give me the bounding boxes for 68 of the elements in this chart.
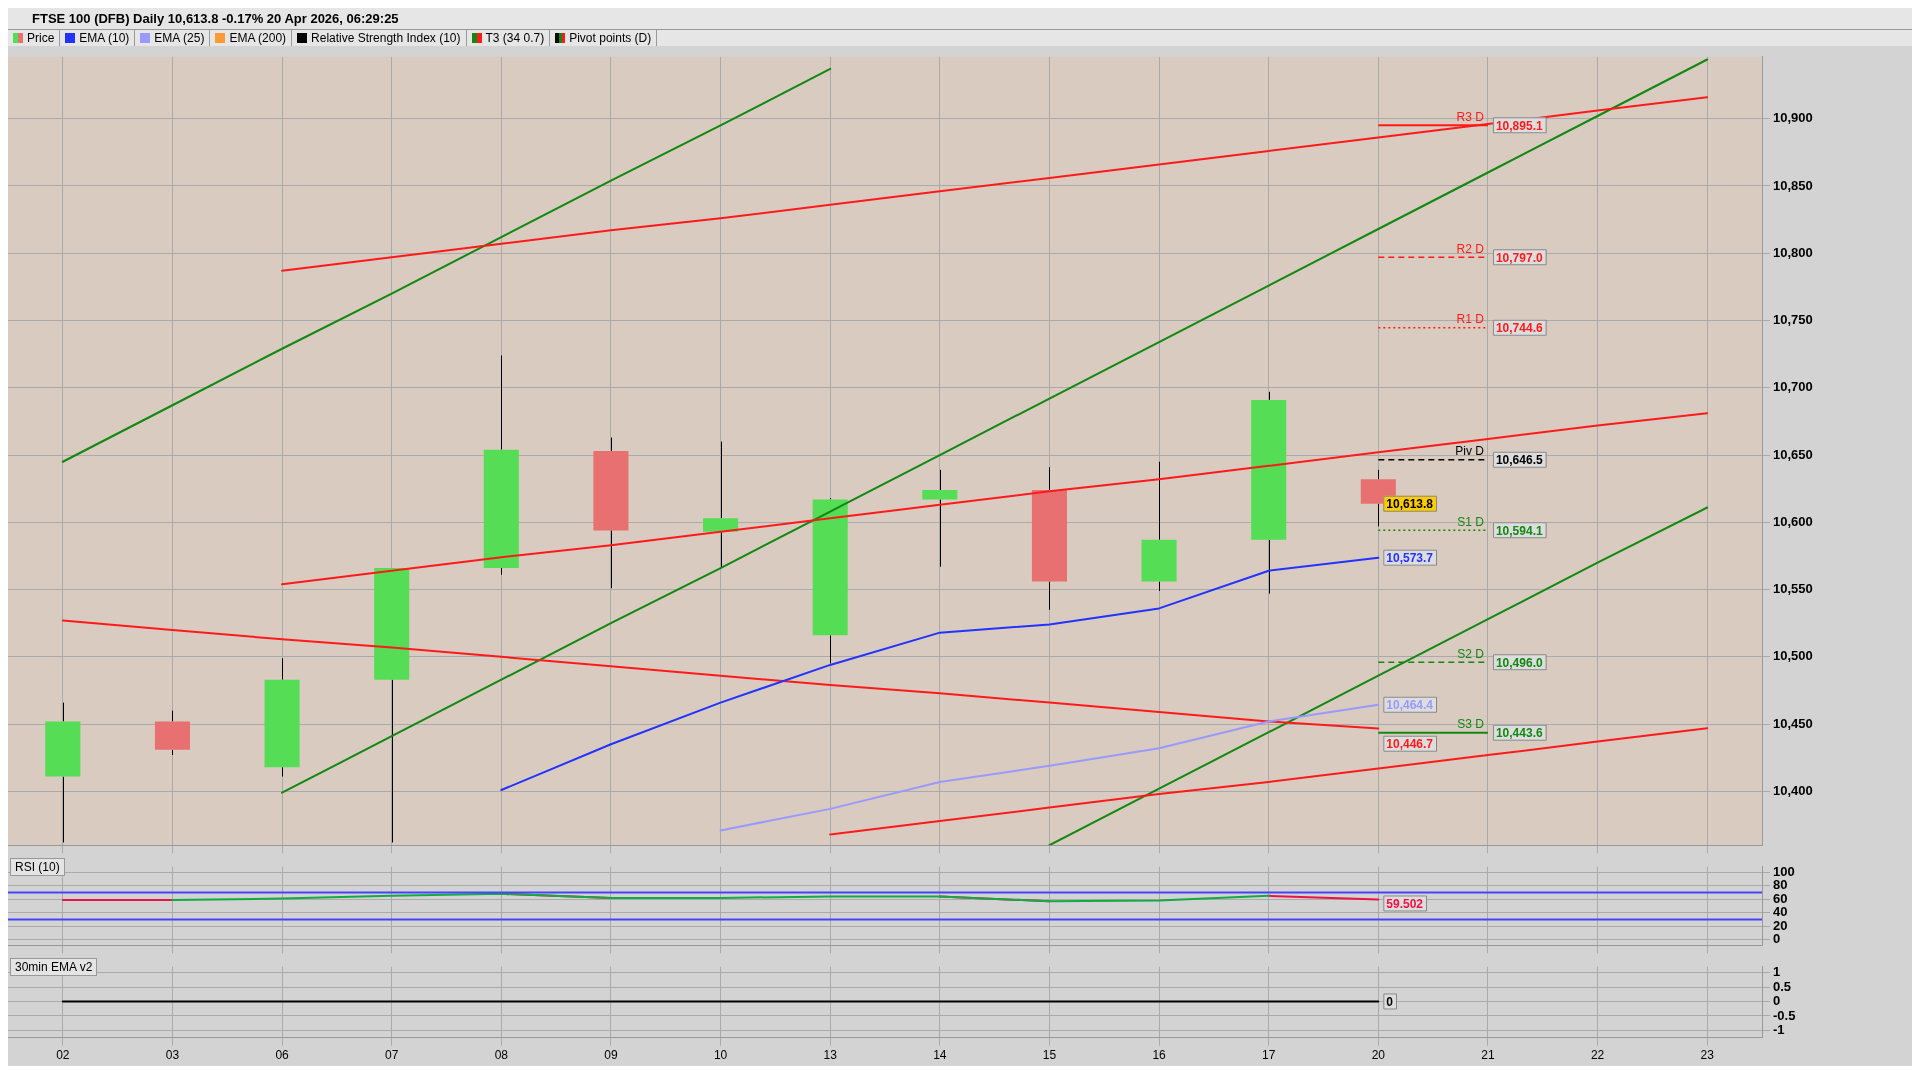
annotation: 10,594.1	[1495, 523, 1543, 538]
y-tick-label: 0	[1773, 931, 1781, 947]
annotation: 10,744.6	[1495, 321, 1543, 336]
y-tick-label: 0.5	[1773, 978, 1792, 994]
annotation: 10,895.1	[1495, 118, 1543, 133]
annotation: 0	[1386, 994, 1394, 1009]
y-tick-label: 10,800	[1773, 244, 1813, 260]
y-tick-label: 10,600	[1773, 513, 1813, 529]
chart-title: 30min EMA v2	[10, 958, 98, 976]
x-tick-label: 22	[1590, 1048, 1605, 1063]
x-tick-label: 09	[604, 1048, 618, 1063]
y-tick-label: 10,550	[1773, 581, 1813, 597]
y-tick-label: 40	[1773, 904, 1788, 920]
x-tick-label: 07	[385, 1048, 399, 1063]
annotation: 10,443.6	[1495, 726, 1543, 741]
y-tick-label: 80	[1773, 877, 1788, 893]
x-tick-label: 10	[713, 1048, 728, 1063]
ref-line-label: R2 D	[1456, 241, 1485, 256]
ref-line-label: R1 D	[1456, 312, 1485, 327]
y-tick-label: 1	[1773, 964, 1781, 980]
y-tick-label: 10,400	[1773, 782, 1813, 798]
x-tick-label: 08	[494, 1048, 509, 1063]
ref-line-label: S1 D	[1457, 514, 1485, 529]
chart-title: FTSE 100 (DFB) Daily 10,613.8 -0.17% 20 Apr 2026, 06:29:25	[31, 10, 400, 28]
x-tick-label: 06	[275, 1048, 290, 1063]
ref-line-label: S2 D	[1457, 646, 1485, 661]
y-tick-label: 10,900	[1773, 110, 1813, 126]
y-tick-label: -1	[1773, 1021, 1785, 1037]
x-tick-label: 02	[56, 1048, 70, 1063]
y-tick-label: 60	[1773, 890, 1788, 906]
x-tick-label: 16	[1152, 1048, 1167, 1063]
ref-line-label: R3 D	[1456, 109, 1485, 124]
ref-line-label: Piv D	[1455, 444, 1485, 459]
text: Relative Strength Index (10)	[311, 31, 461, 45]
annotation: 10,496.0	[1495, 655, 1543, 670]
annotation: 59.502	[1386, 896, 1424, 911]
x-tick-label: 03	[165, 1048, 180, 1063]
text: Pivot points (D)	[569, 31, 652, 45]
x-tick-label: 14	[933, 1048, 947, 1063]
annotation: 10,646.5	[1495, 453, 1543, 468]
x-tick-label: 21	[1481, 1048, 1495, 1063]
y-tick-label: 10,650	[1773, 446, 1813, 462]
annotation: 10,464.4	[1386, 698, 1434, 713]
y-tick-label: 100	[1773, 863, 1795, 879]
y-tick-label: 10,850	[1773, 177, 1813, 193]
x-tick-label: 15	[1042, 1048, 1057, 1063]
y-tick-label: 10,750	[1773, 312, 1813, 328]
x-tick-label: 17	[1262, 1048, 1276, 1063]
legend-label: EMA (10)	[79, 31, 130, 45]
legend-label: EMA (200)	[229, 31, 287, 45]
x-tick-label: 13	[823, 1048, 838, 1063]
y-tick-label: 10,700	[1773, 379, 1813, 395]
chart-title: RSI (10)	[10, 858, 65, 876]
annotation: 10,446.7	[1386, 737, 1434, 752]
y-tick-label: -0.5	[1773, 1007, 1796, 1023]
y-tick-label: 10,450	[1773, 715, 1813, 731]
x-tick-label: 20	[1371, 1048, 1386, 1063]
legend-label: EMA (25)	[154, 31, 205, 45]
annotation: 10,797.0	[1495, 250, 1543, 265]
ref-line-label: S3 D	[1457, 717, 1485, 732]
y-tick-label: 10,500	[1773, 648, 1813, 664]
legend-label: Price	[27, 31, 55, 45]
y-tick-label: 20	[1773, 917, 1788, 933]
y-tick-label: 0	[1773, 993, 1781, 1009]
annotation: 10,573.7	[1386, 551, 1434, 565]
x-tick-label: 23	[1700, 1048, 1715, 1063]
text: T3 (34 0.7)	[485, 31, 545, 45]
annotation: 10,613.8	[1386, 497, 1434, 512]
